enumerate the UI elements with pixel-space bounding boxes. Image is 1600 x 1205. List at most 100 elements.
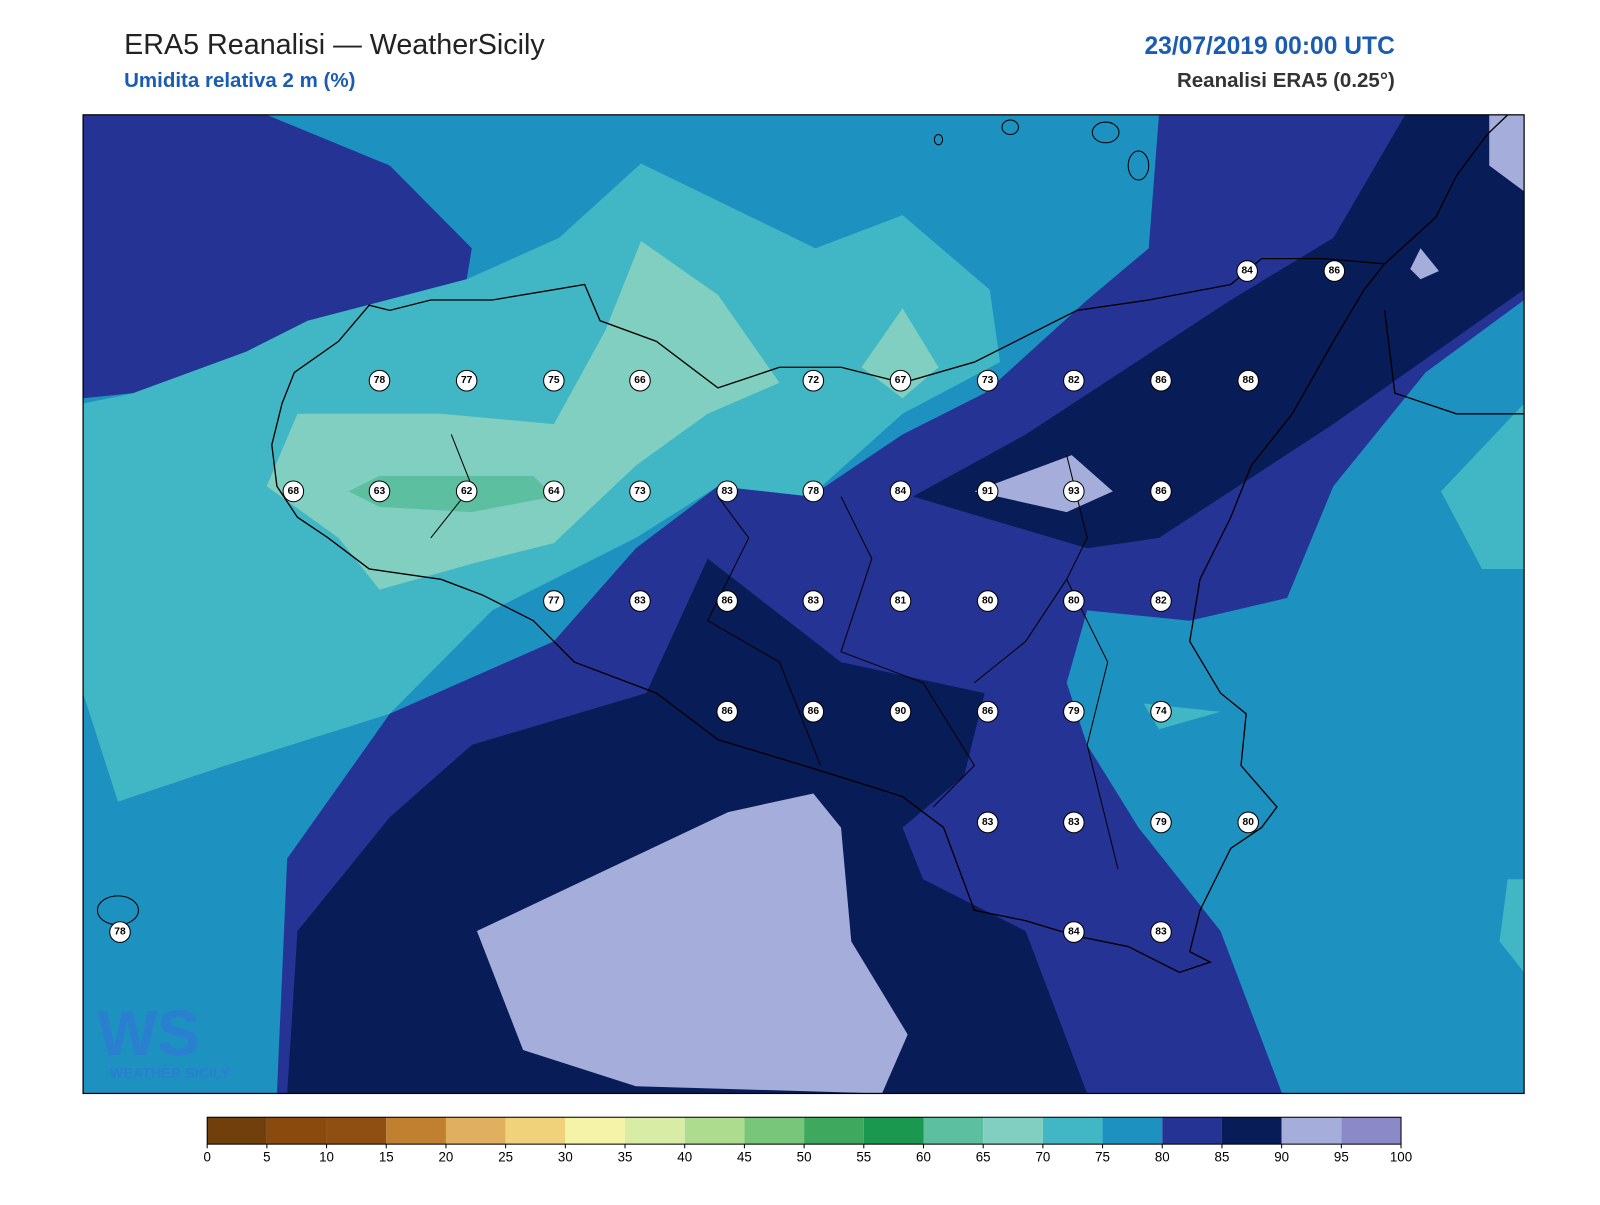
colorbar-tick-label: 40 [677,1150,692,1165]
logo: WS WEATHER SICILY [97,997,230,1082]
station-marker [1237,811,1259,834]
station-value: 78 [808,486,820,497]
station-value: 77 [461,375,473,386]
station-marker [543,369,565,392]
contour [1410,248,1439,280]
station-value: 83 [808,596,820,607]
station-marker [802,700,825,723]
colorbar-segment [804,1117,864,1145]
colorbar-tick-label: 15 [379,1150,394,1165]
contour [1441,403,1525,569]
contour [912,114,1525,549]
contour [83,114,472,399]
station-marker [1150,811,1172,834]
station-marker [629,369,651,392]
colorbar-tick-label: 95 [1334,1150,1349,1165]
contour [287,558,1088,1094]
station-value: 84 [895,486,907,497]
station-marker [1063,590,1085,612]
colorbar-tick-label: 30 [558,1150,573,1165]
station-marker [1237,369,1259,392]
colorbar-segment [1281,1117,1342,1145]
station-value: 82 [1155,596,1167,607]
station-marker [716,480,738,503]
station-value: 68 [288,486,300,497]
station-value: 84 [1068,927,1080,938]
station-value: 78 [374,375,386,386]
station-marker [976,700,999,723]
colorbar-tick-label: 75 [1095,1150,1110,1165]
station-marker [368,369,391,392]
station-value: 83 [1155,927,1167,938]
colorbar-segment [983,1117,1043,1145]
station-value: 83 [721,486,733,497]
station-marker [889,480,912,503]
station-marker [543,480,565,503]
station-value: 86 [721,596,733,607]
station-marker [543,590,565,612]
colorbar-tick-label: 20 [439,1150,454,1165]
station-marker [802,590,825,612]
coastline [1383,114,1525,415]
colorbar-tick-label: 100 [1390,1150,1412,1165]
colorbar-segment [326,1117,387,1145]
station-marker [1236,260,1258,282]
colorbar-segment [1221,1117,1282,1145]
station-marker [802,480,825,503]
station-marker [976,480,999,503]
station-value: 73 [982,375,994,386]
station-marker [629,590,651,612]
station-value: 73 [634,486,646,497]
station-value: 80 [982,596,994,607]
colorbar-tick-label: 0 [203,1150,210,1165]
station-marker [629,480,651,503]
colorbar-tick-label: 60 [916,1150,931,1165]
island [1001,119,1019,135]
station-marker [455,480,478,503]
station-value: 86 [1155,486,1167,497]
station-marker [282,480,305,503]
colorbar-segment [505,1117,566,1145]
station-marker [1063,921,1085,943]
colorbar-segment [1162,1117,1222,1145]
station-value: 83 [982,817,994,828]
station-marker [802,369,825,392]
map-frame [82,114,1525,1095]
station-value: 67 [895,375,907,386]
station-marker [455,369,478,392]
station-marker [1150,700,1172,723]
colorbar-tick-label: 25 [498,1150,513,1165]
colorbar-tick-label: 70 [1035,1150,1050,1165]
contour [1499,879,1525,973]
colorbar: 0 5 10 15 20 25 30 35 40 45 50 55 60 65 70 75 80 85 90 95 10… [203,1116,1412,1165]
station-value: 64 [548,486,560,497]
contour [1489,114,1525,192]
station-marker [889,700,912,723]
station-marker [976,811,999,834]
station-value: 75 [548,375,560,386]
station-value: 84 [1241,266,1253,277]
station-value: 86 [808,706,820,717]
colorbar-tick-label: 55 [856,1150,871,1165]
colorbar-tick-label: 45 [737,1150,752,1165]
colorbar-segment [565,1117,626,1145]
logo-text: WEATHER SICILY [110,1066,231,1082]
station-value: 80 [1242,817,1254,828]
station-marker [1323,260,1346,282]
station-marker [109,921,131,943]
station-marker [1150,480,1172,503]
colorbar-segment [863,1117,924,1145]
station-value: 86 [982,706,994,717]
station-value: 62 [461,486,473,497]
station-value: 66 [634,375,646,386]
station-marker [716,590,738,612]
station-marker [1063,811,1085,834]
station-marker [889,369,912,392]
station-marker [976,369,999,392]
island [1091,121,1120,144]
station-value: 72 [808,375,820,386]
contour [861,308,939,399]
station-value: 83 [1068,817,1080,828]
